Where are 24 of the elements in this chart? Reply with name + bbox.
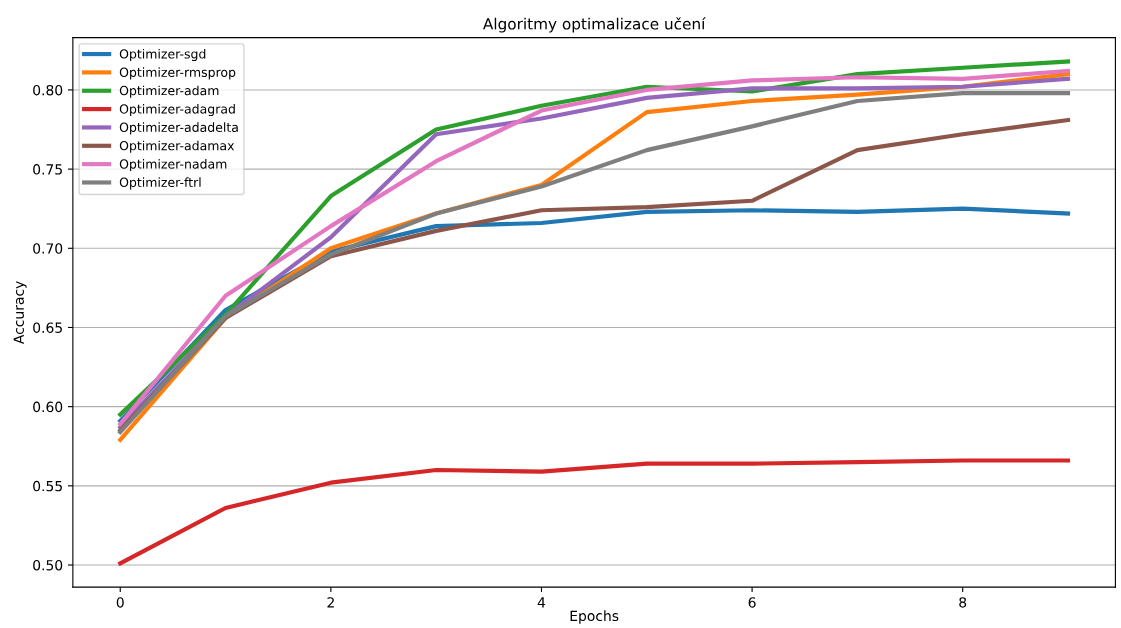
y-tick-label: 0.50	[33, 559, 63, 571]
legend-label: Optimizer-adagrad	[119, 103, 235, 117]
legend-label: Optimizer-nadam	[119, 159, 227, 172]
y-tick-label: 0.65	[33, 322, 62, 333]
y-tick-label: 0.55	[33, 480, 62, 492]
x-tick-label: 6	[748, 597, 756, 608]
legend-label: Optimizer-adamax	[119, 140, 235, 153]
legend-label: Optimizer-rmsprop	[119, 67, 236, 80]
x-tick-label: 2	[327, 597, 334, 608]
x-tick-label: 4	[537, 597, 546, 608]
y-tick-label: 0.70	[33, 243, 63, 254]
x-axis-title: Epochs	[570, 610, 619, 624]
x-tick-label: 0	[116, 597, 124, 608]
chart-title: Algoritmy optimalizace učení	[483, 17, 706, 33]
legend-label: Optimizer-adadelta	[119, 122, 238, 135]
y-tick-label: 0.60	[33, 401, 63, 413]
y-tick-label: 0.75	[33, 164, 62, 175]
legend-label: Optimizer-sgd	[119, 48, 206, 62]
legend-label: Optimizer-adam	[119, 85, 219, 98]
y-tick-label: 0.80	[33, 84, 63, 96]
legend-label: Optimizer-ftrl	[119, 177, 201, 190]
x-tick-label: 8	[959, 597, 967, 608]
y-axis-title: Accuracy	[13, 281, 27, 345]
line-series	[118, 458, 1071, 566]
